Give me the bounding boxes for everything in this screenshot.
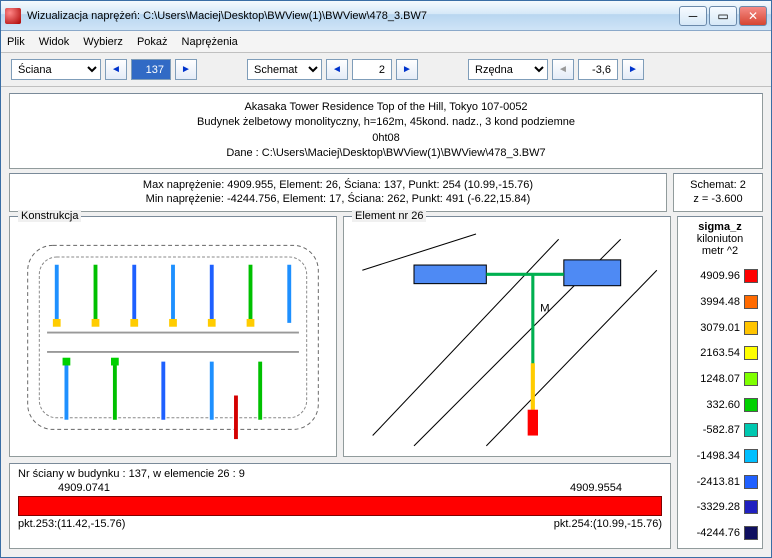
app-window: Wizualizacja naprężeń: C:\Users\Maciej\D… <box>0 0 772 558</box>
legend-item-8: -2413.81 <box>682 475 758 489</box>
legend-value: 3079.01 <box>692 322 740 334</box>
legend-swatch <box>744 526 758 540</box>
element-panel: Element nr 26 <box>343 216 671 457</box>
svg-text:M: M <box>540 303 549 315</box>
menu-plik[interactable]: Plik <box>7 36 25 48</box>
schemat-line-2: z = -3.600 <box>680 192 756 207</box>
header-box: Akasaka Tower Residence Top of the Hill,… <box>9 93 763 169</box>
group-sciana: Ściana ◄ 137 ► <box>11 59 197 80</box>
bar-value-labels: 4909.0741 4909.9554 <box>18 482 662 494</box>
window-buttons: ─ ▭ ✕ <box>679 6 767 26</box>
footer-panel: Nr ściany w budynku : 137, w elemencie 2… <box>9 463 671 549</box>
legend-swatch <box>744 500 758 514</box>
stat-min: Min naprężenie: -4244.756, Element: 17, … <box>18 192 658 207</box>
legend-swatch <box>744 346 758 360</box>
menu-naprezenia[interactable]: Naprężenia <box>182 36 238 48</box>
bar-left-value: 4909.0741 <box>58 482 110 494</box>
element-legend: Element nr 26 <box>352 210 426 222</box>
schemat-line-1: Schemat: 2 <box>680 178 756 193</box>
schemat-value[interactable]: 2 <box>352 59 392 80</box>
header-line-1: Akasaka Tower Residence Top of the Hill,… <box>14 100 758 115</box>
schemat-info-box: Schemat: 2 z = -3.600 <box>673 173 763 213</box>
legend-value: -1498.34 <box>692 450 740 462</box>
legend-swatch <box>744 398 758 412</box>
legend-value: 332.60 <box>692 399 740 411</box>
menu-wybierz[interactable]: Wybierz <box>83 36 123 48</box>
legend-unit: kiloniuton metr ^2 <box>678 233 762 261</box>
legend-value: -2413.81 <box>692 476 740 488</box>
legend-value: -582.87 <box>692 424 740 436</box>
stats-box: Max naprężenie: 4909.955, Element: 26, Ś… <box>9 173 667 213</box>
stats-row: Max naprężenie: 4909.955, Element: 26, Ś… <box>9 173 763 213</box>
footer-title: Nr ściany w budynku : 137, w elemencie 2… <box>18 468 662 480</box>
window-title: Wizualizacja naprężeń: C:\Users\Maciej\D… <box>27 10 679 22</box>
group-rzedna: Rzędna ◄ -3,6 ► <box>468 59 644 80</box>
stress-bar <box>18 496 662 516</box>
header-line-3: 0ht08 <box>14 131 758 146</box>
legend-item-1: 3994.48 <box>682 295 758 309</box>
rzedna-select[interactable]: Rzędna <box>468 59 548 80</box>
legend-item-7: -1498.34 <box>682 449 758 463</box>
menubar: Plik Widok Wybierz Pokaż Naprężenia <box>1 31 771 53</box>
sciana-next-button[interactable]: ► <box>175 59 197 80</box>
pkt-labels: pkt.253:(11.42,-15.76) pkt.254:(10.99,-1… <box>18 518 662 530</box>
minimize-button[interactable]: ─ <box>679 6 707 26</box>
legend-value: -4244.76 <box>692 527 740 539</box>
konstrukcja-panel: Konstrukcja <box>9 216 337 457</box>
legend-value: 2163.54 <box>692 347 740 359</box>
legend-item-6: -582.87 <box>682 423 758 437</box>
legend-item-5: 332.60 <box>682 398 758 412</box>
header-line-4: Dane : C:\Users\Maciej\Desktop\BWView(1)… <box>14 146 758 161</box>
legend-title: sigma_z <box>678 217 762 233</box>
rzedna-value[interactable]: -3,6 <box>578 59 618 80</box>
pkt-right: pkt.254:(10.99,-15.76) <box>554 518 662 530</box>
schemat-select[interactable]: Schemat <box>247 59 322 80</box>
titlebar: Wizualizacja naprężeń: C:\Users\Maciej\D… <box>1 1 771 31</box>
legend-item-0: 4909.96 <box>682 269 758 283</box>
toolbar: Ściana ◄ 137 ► Schemat ◄ 2 ► Rzędna ◄ -3… <box>1 53 771 87</box>
sciana-select[interactable]: Ściana <box>11 59 101 80</box>
maximize-button[interactable]: ▭ <box>709 6 737 26</box>
legend-item-10: -4244.76 <box>682 526 758 540</box>
bar-right-value: 4909.9554 <box>570 482 622 494</box>
schemat-prev-button[interactable]: ◄ <box>326 59 348 80</box>
legend-item-2: 3079.01 <box>682 321 758 335</box>
legend-item-3: 2163.54 <box>682 346 758 360</box>
legend-value: 4909.96 <box>692 270 740 282</box>
legend-swatch <box>744 295 758 309</box>
sciana-prev-button[interactable]: ◄ <box>105 59 127 80</box>
legend-value: -3329.28 <box>692 501 740 513</box>
stat-max: Max naprężenie: 4909.955, Element: 26, Ś… <box>18 178 658 193</box>
legend-value: 3994.48 <box>692 296 740 308</box>
content-area: Akasaka Tower Residence Top of the Hill,… <box>1 87 771 557</box>
element-diagram: M <box>352 227 662 448</box>
menu-widok[interactable]: Widok <box>39 36 70 48</box>
legend-item-9: -3329.28 <box>682 500 758 514</box>
header-line-2: Budynek żelbetowy monolityczny, h=162m, … <box>14 115 758 130</box>
app-icon <box>5 8 21 24</box>
menu-pokaz[interactable]: Pokaż <box>137 36 168 48</box>
legend-swatch <box>744 269 758 283</box>
legend-swatch <box>744 423 758 437</box>
plan-diagram <box>18 227 328 448</box>
pkt-left: pkt.253:(11.42,-15.76) <box>18 518 125 530</box>
rzedna-next-button[interactable]: ► <box>622 59 644 80</box>
legend-item-4: 1248.07 <box>682 372 758 386</box>
rzedna-prev-button[interactable]: ◄ <box>552 59 574 80</box>
legend-swatch <box>744 372 758 386</box>
left-column: Konstrukcja <box>9 216 671 549</box>
legend-items: 4909.96 3994.48 3079.01 2163.54 1248.07 332.6… <box>678 261 762 548</box>
legend-swatch <box>744 475 758 489</box>
sciana-value[interactable]: 137 <box>131 59 171 80</box>
legend-swatch <box>744 321 758 335</box>
legend-value: 1248.07 <box>692 373 740 385</box>
legend-swatch <box>744 449 758 463</box>
konstrukcja-legend: Konstrukcja <box>18 210 81 222</box>
main-row: Konstrukcja <box>9 216 763 549</box>
close-button[interactable]: ✕ <box>739 6 767 26</box>
group-schemat: Schemat ◄ 2 ► <box>247 59 418 80</box>
color-legend-panel: sigma_z kiloniuton metr ^2 4909.96 3994.4… <box>677 216 763 549</box>
schemat-next-button[interactable]: ► <box>396 59 418 80</box>
